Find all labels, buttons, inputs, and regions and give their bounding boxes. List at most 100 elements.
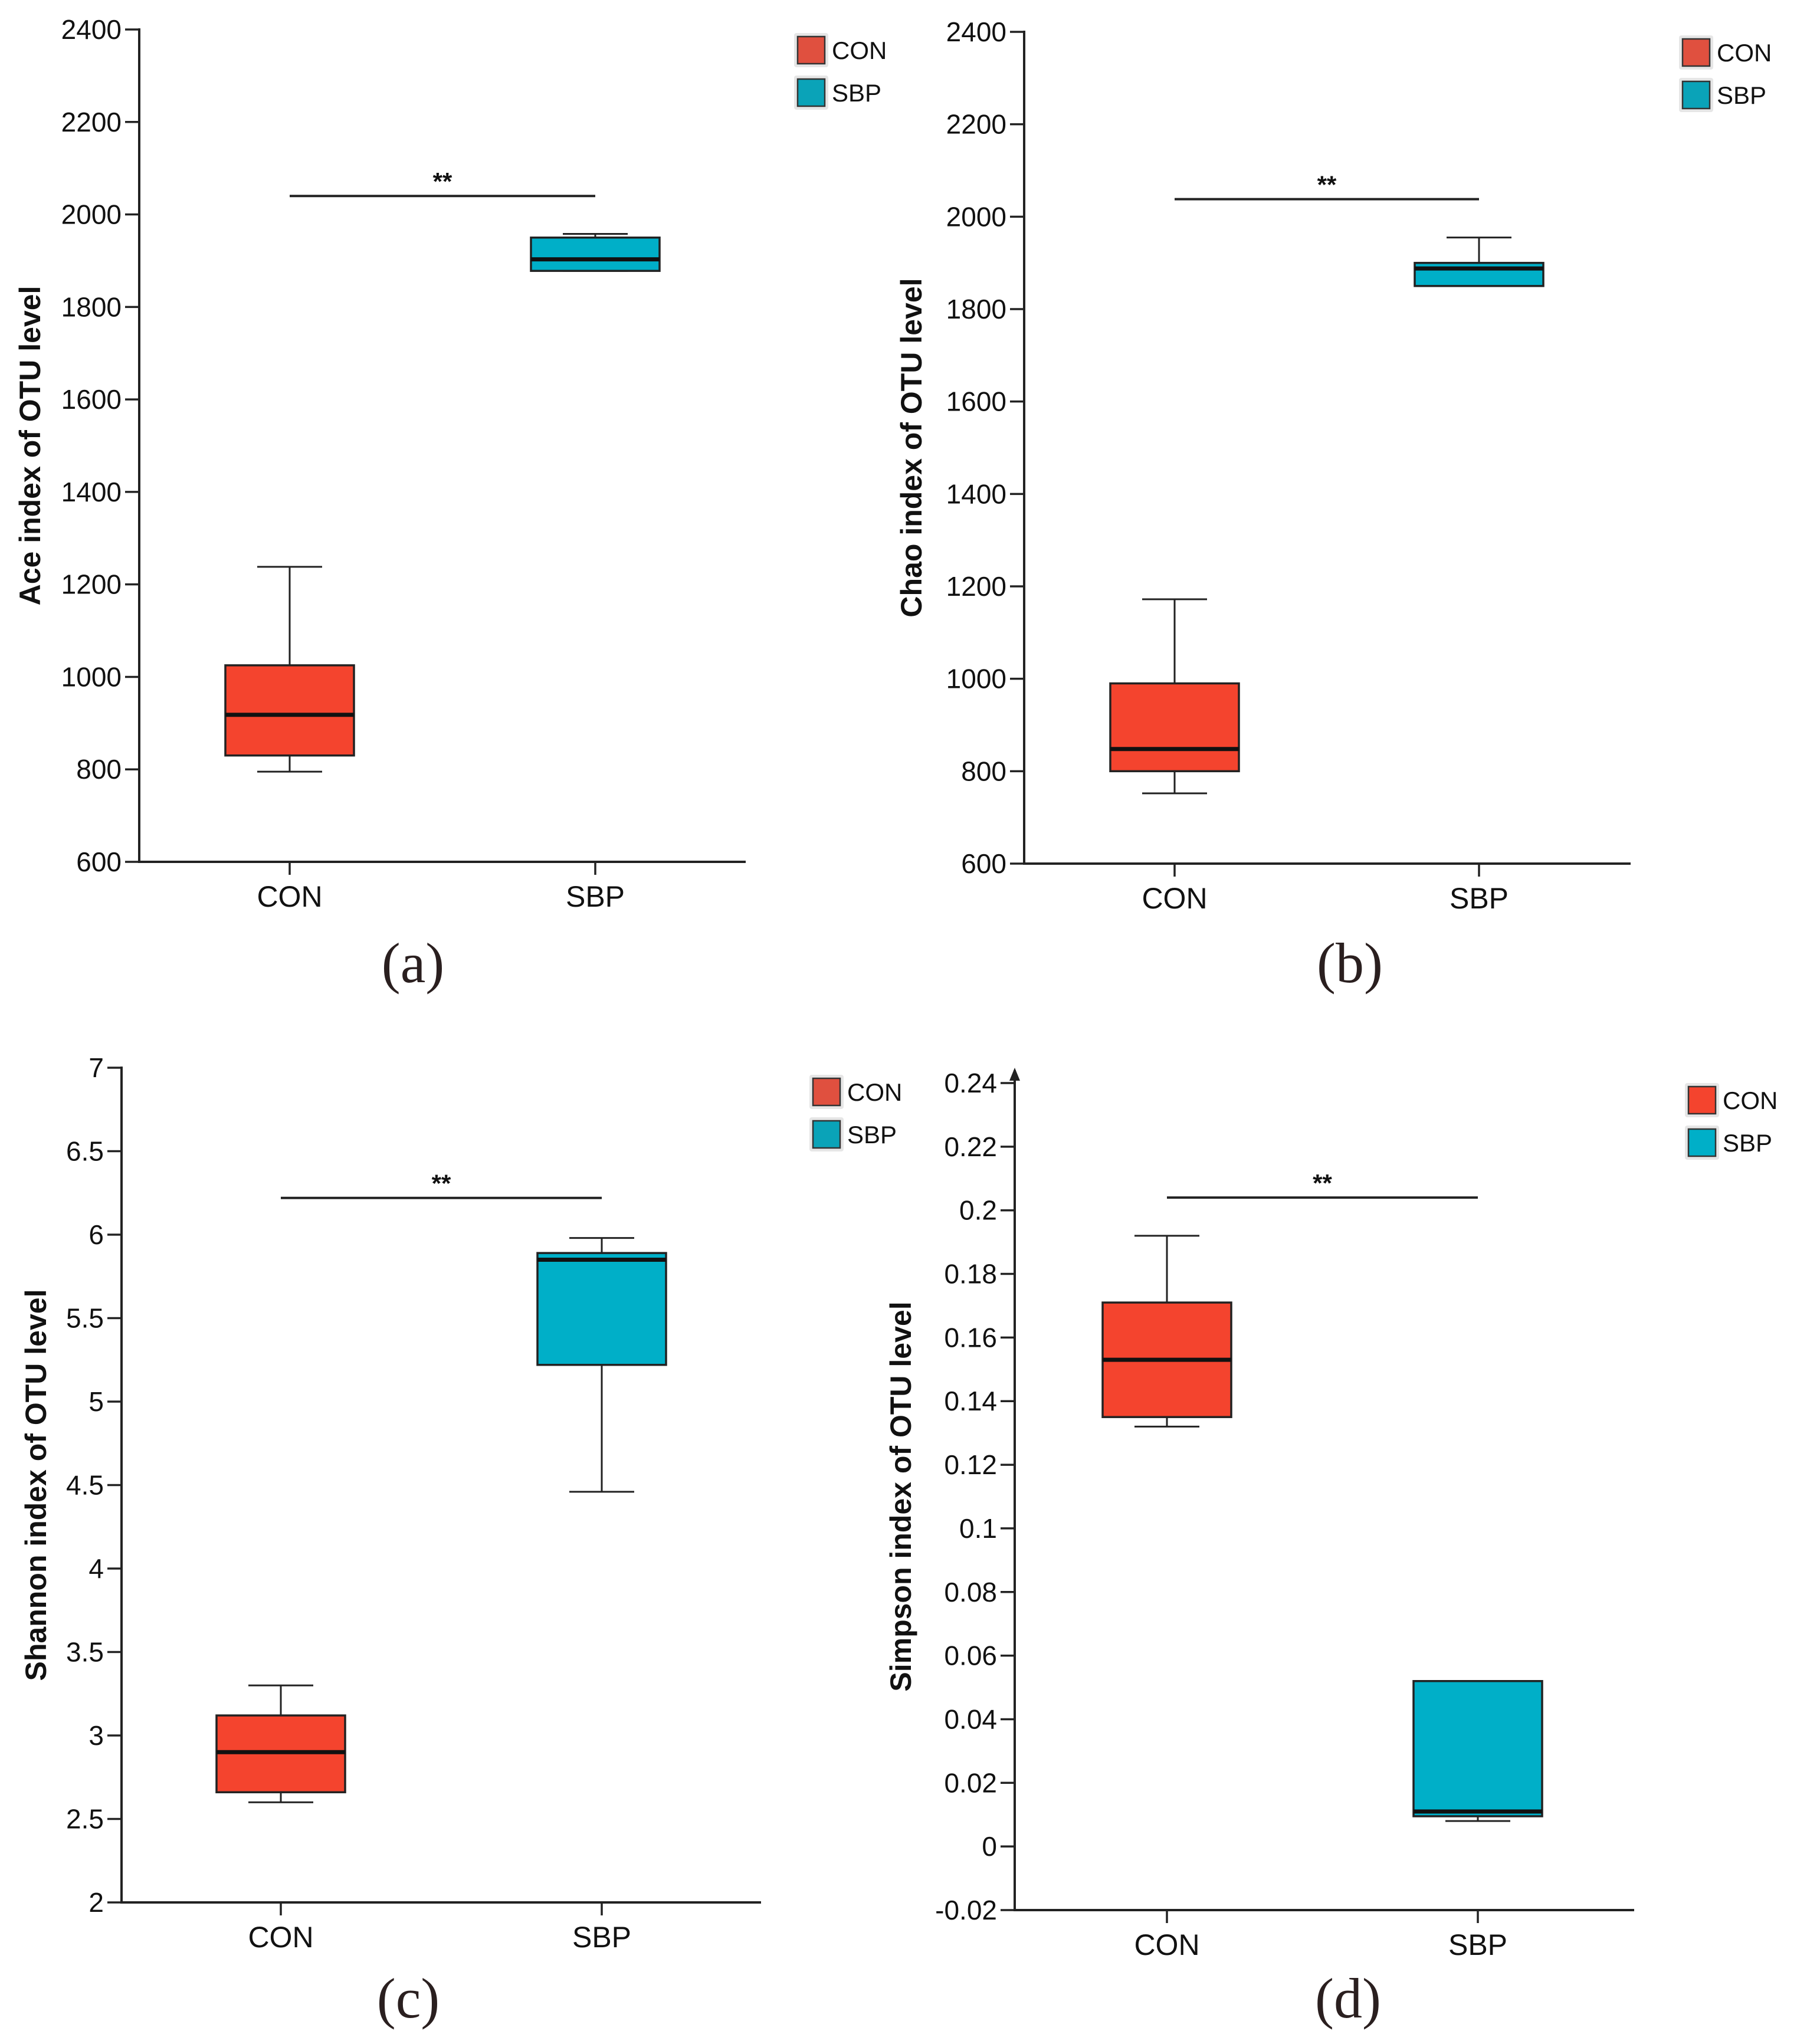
x-tick-label: CON (1142, 882, 1207, 915)
y-tick-label: 1600 (61, 384, 122, 415)
legend-label-sbp: SBP (1723, 1129, 1772, 1157)
x-tick-label: SBP (566, 880, 625, 913)
legend-swatch-sbp (1687, 1128, 1717, 1157)
y-tick-label: 600 (76, 847, 122, 877)
y-tick-label: 0.02 (944, 1767, 997, 1798)
box-con (215, 1684, 346, 1803)
y-tick-label: 0.08 (944, 1577, 997, 1607)
y-tick-label: 4.5 (66, 1470, 104, 1501)
y-axis-title: Ace index of OTU level (14, 286, 47, 606)
y-tick-label: 1200 (61, 569, 122, 600)
panel-label: (a) (382, 931, 445, 995)
y-tick-label: 2400 (61, 14, 122, 45)
y-axis-title: Shannon index of OTU level (19, 1290, 53, 1681)
y-tick-label: 2000 (61, 199, 122, 230)
iqr-box (1414, 261, 1544, 287)
y-tick-label: 4 (88, 1553, 104, 1584)
box-con (1101, 1235, 1232, 1428)
legend-label-sbp: SBP (1717, 81, 1766, 109)
legend-swatch-con (796, 35, 826, 65)
legend-label-con: CON (847, 1078, 902, 1106)
y-tick-label: 2 (88, 1887, 104, 1918)
x-tick-label: CON (1134, 1928, 1199, 1961)
legend-swatch-sbp (812, 1120, 841, 1149)
iqr-box (530, 237, 661, 272)
y-tick-label: 0.2 (959, 1195, 997, 1226)
y-axis-arrow (1009, 1068, 1020, 1081)
iqr-box (1109, 682, 1240, 773)
y-axis-title: Simpson index of OTU level (884, 1301, 917, 1691)
y-tick-label: 0.04 (944, 1704, 997, 1734)
y-tick-label: 0.18 (944, 1259, 997, 1290)
box-sbp (1414, 237, 1544, 287)
y-tick-label: 800 (961, 756, 1006, 786)
significance-label: ** (1317, 171, 1337, 199)
iqr-box (1412, 1680, 1543, 1817)
x-tick-label: SBP (1450, 882, 1509, 915)
legend-swatch-con (1681, 38, 1711, 67)
y-tick-label: 1800 (61, 291, 122, 322)
legend-label-con: CON (1717, 39, 1772, 67)
y-tick-label: 6 (88, 1219, 104, 1250)
box-sbp (530, 232, 661, 272)
y-tick-label: 5.5 (66, 1303, 104, 1334)
y-tick-label: 0.14 (944, 1386, 997, 1416)
y-tick-label: 7 (88, 1052, 104, 1083)
y-tick-label: 1000 (946, 664, 1006, 694)
y-tick-label: 1200 (946, 571, 1006, 602)
iqr-box (536, 1252, 667, 1366)
legend-label-con: CON (1723, 1087, 1778, 1114)
y-tick-label: 800 (76, 754, 122, 785)
y-tick-label: 1000 (61, 661, 122, 692)
box-con (224, 566, 355, 773)
y-tick-label: 6.5 (66, 1136, 104, 1167)
iqr-box (224, 664, 355, 757)
y-tick-label: 0.06 (944, 1641, 997, 1671)
y-axis-title: Chao index of OTU level (895, 278, 928, 617)
panel-label: (d) (1315, 1967, 1381, 2030)
legend-label-sbp: SBP (832, 79, 881, 107)
y-tick-label: 1400 (946, 478, 1006, 509)
x-tick-label: SBP (572, 1921, 631, 1954)
y-tick-label: 2400 (946, 17, 1006, 47)
y-tick-label: 0.16 (944, 1322, 997, 1353)
legend-swatch-sbp (796, 78, 826, 107)
y-tick-label: 0.24 (944, 1068, 997, 1098)
x-tick-label: CON (248, 1921, 313, 1954)
y-tick-label: 2200 (61, 107, 122, 137)
chart-panel-c: 2 2.5 3 3.5 4 4.5 5 5.5 6 6.5 7 CON SBP ** Shannon ind… (19, 1052, 902, 2030)
y-tick-label: 1600 (946, 386, 1006, 417)
legend-swatch-con (1687, 1085, 1717, 1115)
x-tick-label: SBP (1448, 1928, 1507, 1961)
y-tick-label: 600 (961, 848, 1006, 879)
chart-panel-d: -0.02 0 0.02 0.04 0.06 0.08 0.1 0.12 0.14 0.16 0.1… (884, 1068, 1778, 2030)
box-sbp (1412, 1680, 1543, 1822)
chart-panel-b: 600 800 1000 1200 1400 1600 1800 2000 2200 2400 CO… (895, 17, 1772, 995)
legend-swatch-sbp (1681, 80, 1711, 110)
panel-label: (b) (1317, 931, 1383, 995)
box-sbp (536, 1237, 667, 1493)
y-tick-label: 0 (982, 1831, 997, 1862)
y-tick-label: 2200 (946, 109, 1006, 140)
box-con (1109, 598, 1240, 795)
legend-swatch-con (812, 1077, 841, 1107)
y-tick-label: 1400 (61, 477, 122, 507)
y-tick-label: 0.22 (944, 1131, 997, 1162)
significance-label: ** (432, 1170, 451, 1197)
legend-label-sbp: SBP (847, 1121, 897, 1149)
y-tick-label: 3.5 (66, 1637, 104, 1668)
y-tick-label: 5 (88, 1386, 104, 1417)
y-tick-label: 0.1 (959, 1513, 997, 1544)
legend-label-con: CON (832, 37, 887, 64)
y-tick-label: 2000 (946, 201, 1006, 232)
significance-label: ** (433, 168, 452, 195)
significance-label: ** (1313, 1169, 1332, 1197)
x-tick-label: CON (257, 880, 322, 913)
y-tick-label: 1800 (946, 294, 1006, 324)
chart-panel-a: 600 800 1000 1200 1400 1600 1800 2000 2200 2400 CO… (14, 14, 887, 995)
y-tick-label: 2.5 (66, 1804, 104, 1835)
y-tick-label: -0.02 (935, 1895, 997, 1925)
panel-label: (c) (377, 1967, 440, 2030)
y-tick-label: 0.12 (944, 1449, 997, 1480)
